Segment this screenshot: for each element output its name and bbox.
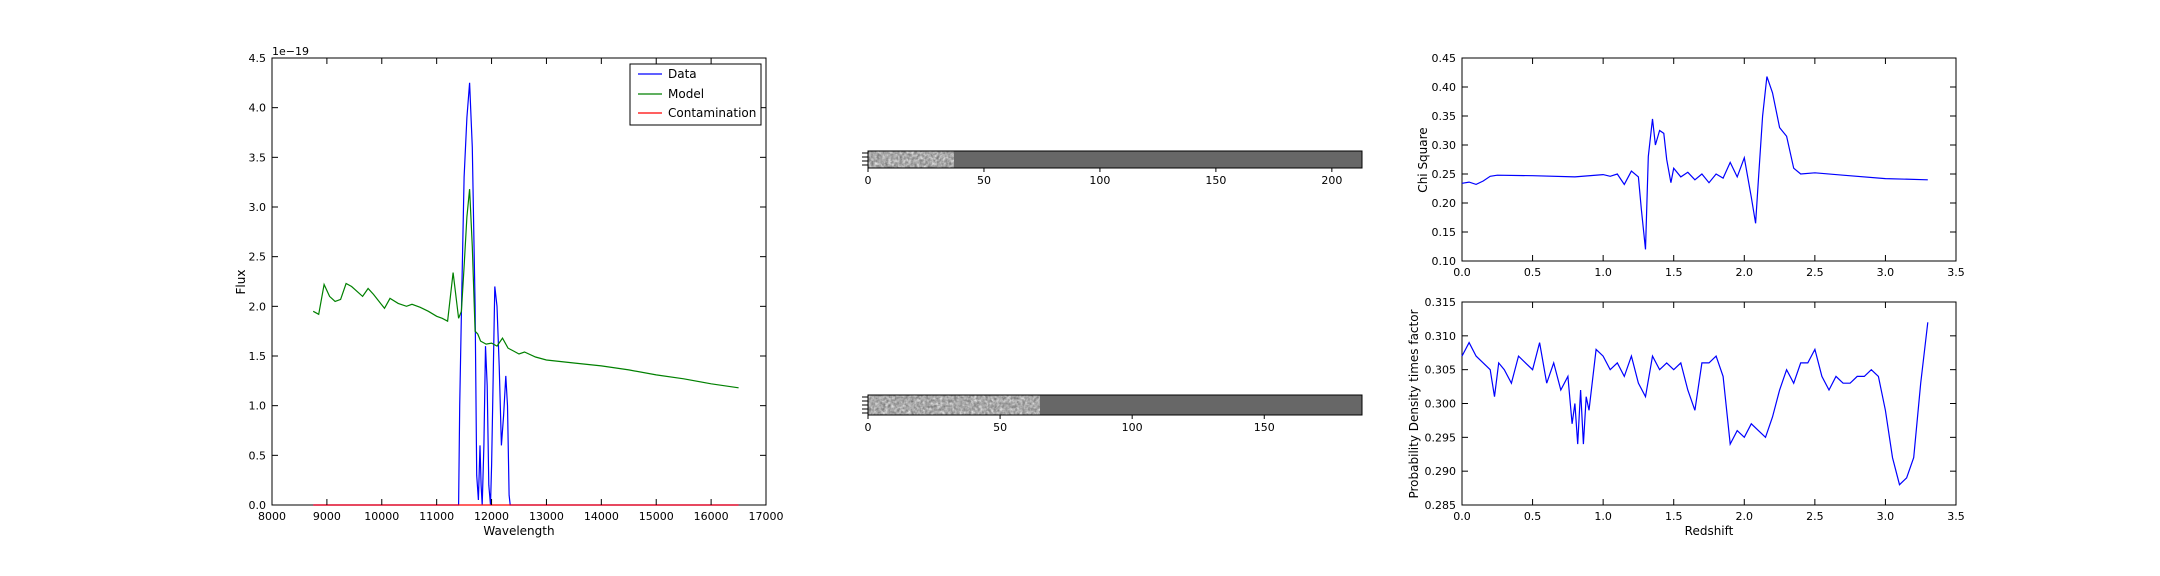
top-2d-image-strip: 0 50 100 150 200 <box>862 150 1363 187</box>
y-tick-label: 1.5 <box>249 350 267 363</box>
top-image-texture <box>868 151 954 168</box>
x-tick-label: 1.0 <box>1594 510 1612 523</box>
y-tick-label: 0.15 <box>1432 226 1457 239</box>
y-tick-label: 0.25 <box>1432 168 1457 181</box>
x-tick-label: 50 <box>993 421 1007 434</box>
x-tick-label: 0 <box>865 421 872 434</box>
x-tick-label: 2.5 <box>1806 510 1824 523</box>
x-tick-label: 3.5 <box>1947 510 1965 523</box>
x-tick-label: 150 <box>1254 421 1275 434</box>
y-tick-label: 0.0 <box>249 499 267 512</box>
bottom-image-texture <box>868 395 1040 415</box>
y-tick-label: 0.285 <box>1425 499 1457 512</box>
x-tick-label: 17000 <box>749 510 784 523</box>
chi-square-axes-frame <box>1461 57 1957 262</box>
top-image-background <box>868 151 1362 168</box>
bottom-image-left-ticks <box>862 396 868 414</box>
legend-label-data: Data <box>668 67 697 81</box>
x-tick-label: 50 <box>977 174 991 187</box>
top-image-left-ticks <box>862 152 868 166</box>
x-tick-label: 2.0 <box>1736 266 1754 279</box>
series-line-curve <box>1461 322 1929 486</box>
x-tick-label: 0.5 <box>1524 510 1542 523</box>
spectrum-y-axis-label: Flux <box>234 270 248 295</box>
y-tick-label: 0.10 <box>1432 255 1457 268</box>
bottom-2d-image-strip: 0 50 100 150 <box>862 394 1363 434</box>
x-tick-label: 10000 <box>364 510 399 523</box>
spectrum-plot: 8000 9000 10000 11000 12000 13000 14000 15000 16… <box>234 45 784 538</box>
y-tick-label: 0.300 <box>1425 398 1457 411</box>
x-tick-label: 100 <box>1089 174 1110 187</box>
legend-label-model: Model <box>668 87 704 101</box>
y-tick-label: 0.295 <box>1425 431 1457 444</box>
x-tick-label: 0.0 <box>1453 510 1471 523</box>
x-tick-label: 1.0 <box>1594 266 1612 279</box>
spectrum-axes-frame <box>271 57 767 506</box>
y-tick-label: 0.305 <box>1425 364 1457 377</box>
x-tick-label: 13000 <box>529 510 564 523</box>
chi-square-plot: 0.0 0.5 1.0 1.5 2.0 2.5 3.0 3.5 0.10 0.15 0.20 0.2… <box>1416 52 1965 279</box>
chi-square-y-axis-label: Chi Square <box>1416 127 1430 192</box>
legend-label-contamination: Contamination <box>668 106 756 120</box>
x-tick-label: 0.0 <box>1453 266 1471 279</box>
y-tick-label: 4.5 <box>249 52 267 65</box>
series-line-data <box>313 82 739 506</box>
y-tick-label: 0.35 <box>1432 110 1457 123</box>
y-tick-label: 0.5 <box>249 449 267 462</box>
y-tick-label: 0.40 <box>1432 81 1457 94</box>
y-tick-label: 3.0 <box>249 201 267 214</box>
x-tick-label: 11000 <box>419 510 454 523</box>
y-tick-label: 2.0 <box>249 300 267 313</box>
x-tick-label: 2.0 <box>1736 510 1754 523</box>
x-tick-label: 1.5 <box>1665 266 1683 279</box>
y-tick-label: 2.5 <box>249 251 267 264</box>
y-tick-label: 0.310 <box>1425 330 1457 343</box>
x-tick-label: 8000 <box>258 510 286 523</box>
spectrum-x-axis-label: Wavelength <box>483 524 554 538</box>
y-tick-label: 0.315 <box>1425 296 1457 309</box>
x-tick-label: 14000 <box>584 510 619 523</box>
x-tick-label: 12000 <box>474 510 509 523</box>
x-tick-label: 3.5 <box>1947 266 1965 279</box>
x-tick-label: 0 <box>865 174 872 187</box>
x-tick-label: 1.5 <box>1665 510 1683 523</box>
x-tick-label: 9000 <box>313 510 341 523</box>
probability-y-axis-label: Probability Density times factor <box>1407 309 1421 498</box>
y-tick-label: 0.45 <box>1432 52 1457 65</box>
y-tick-label: 0.30 <box>1432 139 1457 152</box>
series-line-model <box>312 189 739 389</box>
y-tick-label: 3.5 <box>249 151 267 164</box>
x-tick-label: 3.0 <box>1877 510 1895 523</box>
probability-density-plot: 0.0 0.5 1.0 1.5 2.0 2.5 3.0 3.5 0.285 0.290 0.295… <box>1407 296 1965 538</box>
spectrum-legend: Data Model Contamination <box>629 63 762 126</box>
x-tick-label: 200 <box>1321 174 1342 187</box>
y-tick-label: 4.0 <box>249 102 267 115</box>
x-tick-label: 15000 <box>639 510 674 523</box>
x-tick-label: 150 <box>1205 174 1226 187</box>
y-tick-label: 0.290 <box>1425 465 1457 478</box>
top-image-frame <box>867 150 1363 169</box>
y-tick-label: 0.20 <box>1432 197 1457 210</box>
probability-x-axis-label: Redshift <box>1685 524 1734 538</box>
x-tick-label: 2.5 <box>1806 266 1824 279</box>
x-tick-label: 16000 <box>694 510 729 523</box>
spectrum-offset-text: 1e−19 <box>272 45 309 58</box>
x-tick-label: 0.5 <box>1524 266 1542 279</box>
probability-axes-frame <box>1461 301 1957 506</box>
x-tick-label: 100 <box>1122 421 1143 434</box>
y-tick-label: 1.0 <box>249 400 267 413</box>
x-tick-label: 3.0 <box>1877 266 1895 279</box>
series-line-curve <box>1461 76 1928 250</box>
